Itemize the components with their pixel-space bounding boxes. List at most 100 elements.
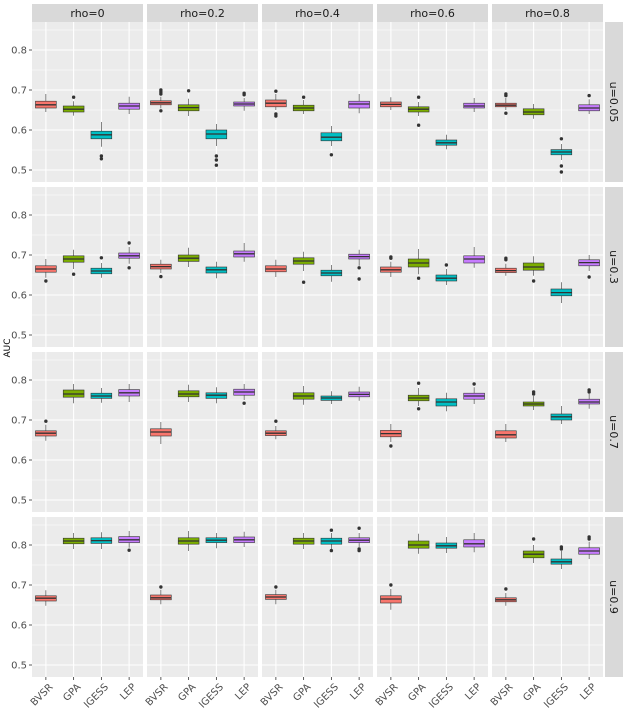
facet-panel — [377, 22, 488, 182]
outlier-point — [389, 444, 393, 448]
column-strip: rho=0.4 — [262, 4, 373, 22]
box-igess — [320, 265, 343, 282]
row-strip-label: u=0.9 — [607, 580, 620, 614]
y-tick-label: 0.6 — [11, 291, 27, 302]
outlier-point — [389, 256, 393, 260]
outlier-point — [99, 256, 104, 260]
panel-background — [492, 22, 603, 182]
y-axes: 0.5 0.6 0.7 0.8 0.5 0.6 0.7 0.8 0.5 0.6 0.7 0.8 0.5 0… — [11, 46, 32, 672]
box-gpa — [62, 533, 85, 549]
y-tick-label: 0.7 — [11, 416, 27, 427]
box-igess — [90, 388, 113, 403]
x-tick-label: BVSR — [374, 682, 401, 709]
y-tick-label: 0.6 — [11, 126, 27, 137]
box-gpa — [522, 390, 545, 410]
box-bvsr — [380, 583, 402, 610]
outlier-point — [504, 258, 508, 262]
outlier-point — [416, 276, 421, 280]
row-strip-bg — [605, 22, 623, 182]
box-lep — [233, 384, 255, 405]
outlier-point — [127, 241, 131, 245]
y-tick-label: 0.7 — [11, 251, 27, 262]
outlier-point — [559, 170, 564, 174]
box-gpa — [177, 531, 200, 551]
x-tick-label: BVSR — [259, 682, 286, 709]
column-strip-label: rho=0.8 — [525, 7, 570, 20]
x-tick-label: BVSR — [29, 682, 56, 709]
outlier-point — [329, 528, 334, 532]
box-lep — [118, 384, 140, 402]
outlier-point — [587, 390, 591, 394]
box-igess — [205, 533, 228, 549]
outlier-point — [444, 263, 449, 267]
box-lep — [348, 526, 370, 553]
box-bvsr — [35, 590, 57, 606]
box-lep — [578, 255, 600, 279]
box-lep — [118, 531, 140, 552]
outlier-point — [531, 392, 536, 396]
x-tick-label: GPA — [521, 682, 543, 704]
outlier-point — [416, 95, 421, 99]
outlier-point — [44, 279, 48, 283]
column-strip-bg — [262, 4, 373, 22]
box-bvsr — [150, 422, 172, 444]
facet-panel — [147, 517, 258, 677]
y-tick-label: 0.8 — [11, 376, 27, 387]
box-lep — [233, 243, 255, 262]
x-tick-label: BVSR — [144, 682, 171, 709]
box-bvsr — [265, 89, 287, 118]
facet-panel — [262, 517, 373, 677]
box-igess — [550, 545, 573, 569]
box-lep — [118, 96, 140, 114]
outlier-point — [274, 89, 278, 93]
x-tick-label: BVSR — [489, 682, 516, 709]
outlier-point — [159, 92, 163, 96]
box-igess — [320, 126, 343, 157]
column-strips: rho=0 rho=0.2 rho=0.4 rho=0.6 rho=0.8 — [32, 4, 603, 22]
outlier-point — [159, 109, 163, 113]
x-tick-label: IGESS — [312, 682, 341, 711]
outlier-point — [357, 526, 361, 530]
box-lep — [578, 535, 600, 559]
panel-background — [492, 517, 603, 677]
facet-panel — [262, 187, 373, 347]
x-tick-label: IGESS — [427, 682, 456, 711]
row-strip: u=0.3 — [605, 187, 623, 347]
row-strips: u=0.05 u=0.3 u=0.7 u=0.9 — [605, 22, 623, 677]
box-gpa — [177, 89, 200, 116]
y-tick-label: 0.7 — [11, 581, 27, 592]
box-bvsr — [380, 255, 402, 277]
box-igess — [435, 537, 458, 553]
x-tick-label: LEP — [233, 682, 253, 702]
box-igess — [435, 392, 458, 412]
box-bvsr — [35, 419, 57, 441]
box-bvsr — [495, 92, 517, 115]
column-strip: rho=0.6 — [377, 4, 488, 22]
outlier-point — [242, 401, 246, 405]
box-gpa — [177, 384, 200, 402]
box-bvsr — [35, 259, 57, 283]
outlier-point — [587, 537, 591, 541]
facet-panel — [32, 352, 143, 512]
box-lep — [578, 388, 600, 409]
box-lep — [463, 533, 485, 553]
box-igess — [90, 256, 113, 278]
outlier-point — [416, 407, 421, 411]
column-strip-label: rho=0.4 — [295, 7, 340, 20]
y-tick-label: 0.8 — [11, 211, 27, 222]
x-tick-label: IGESS — [197, 682, 226, 711]
x-tick-label: LEP — [348, 682, 368, 702]
box-igess — [550, 406, 573, 424]
y-tick-label: 0.6 — [11, 621, 27, 632]
box-igess — [90, 532, 113, 549]
y-tick-label: 0.5 — [11, 166, 27, 177]
box-gpa — [522, 104, 545, 119]
column-strip: rho=0 — [32, 4, 143, 22]
box-bvsr — [265, 259, 287, 277]
x-tick-label: IGESS — [82, 682, 111, 711]
box-lep — [463, 98, 485, 112]
box-lep — [118, 241, 140, 270]
box-bvsr — [150, 88, 172, 113]
outlier-point — [44, 419, 48, 423]
y-tick-label: 0.8 — [11, 46, 27, 57]
